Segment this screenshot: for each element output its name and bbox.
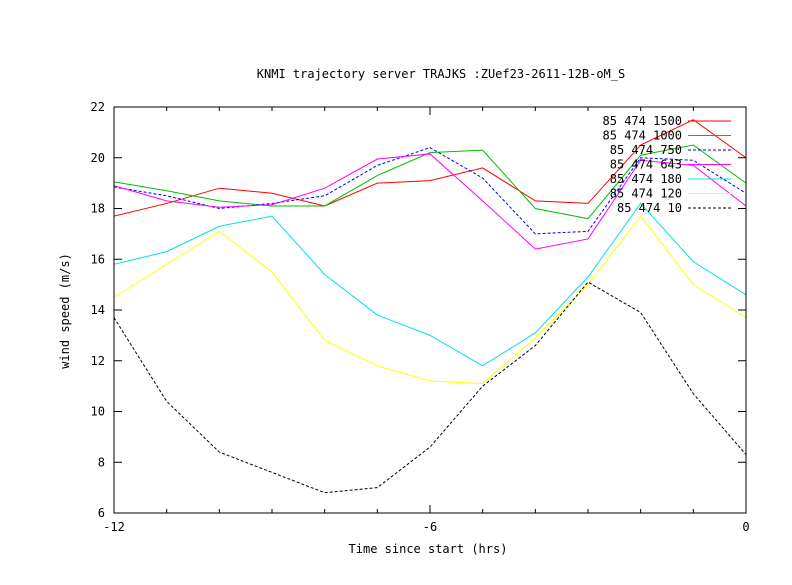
y-tick-label: 14 — [91, 303, 105, 317]
axis-ticks: 6 8 10 12 14 16 18 20 22 -12 -6 0 — [91, 100, 750, 534]
x-tick-label: -6 — [423, 520, 437, 534]
series-line — [113, 147, 747, 235]
legend-label: 85 474 643 — [610, 158, 682, 172]
y-tick-label: 10 — [91, 405, 105, 419]
x-tick-label: 0 — [742, 520, 749, 534]
x-tick-label: -12 — [103, 520, 125, 534]
plot-frame — [113, 106, 747, 514]
series-line — [113, 153, 747, 250]
legend-label: 85 474 1000 — [603, 129, 682, 143]
y-axis-label: wind speed (m/s) — [58, 253, 72, 369]
series-lines — [113, 119, 747, 494]
series-line — [113, 119, 747, 217]
y-tick-label: 22 — [91, 100, 105, 114]
y-tick-label: 18 — [91, 202, 105, 216]
y-tick-label: 6 — [98, 506, 105, 520]
legend-label: 85 474 750 — [610, 143, 682, 157]
legend-label: 85 474 10 — [617, 201, 682, 215]
series-line — [113, 281, 747, 494]
y-tick-label: 12 — [91, 354, 105, 368]
series-line — [113, 215, 747, 385]
legend-label: 85 474 180 — [610, 172, 682, 186]
y-tick-label: 16 — [91, 252, 105, 266]
legend-label: 85 474 120 — [610, 187, 682, 201]
y-tick-label: 20 — [91, 151, 105, 165]
series-line — [113, 202, 747, 367]
series-line — [113, 144, 747, 220]
legend-label: 85 474 1500 — [603, 114, 682, 128]
y-tick-label: 8 — [98, 455, 105, 469]
chart-title: KNMI trajectory server TRAJKS :ZUef23-26… — [257, 67, 625, 81]
x-axis-label: Time since start (hrs) — [349, 542, 508, 556]
